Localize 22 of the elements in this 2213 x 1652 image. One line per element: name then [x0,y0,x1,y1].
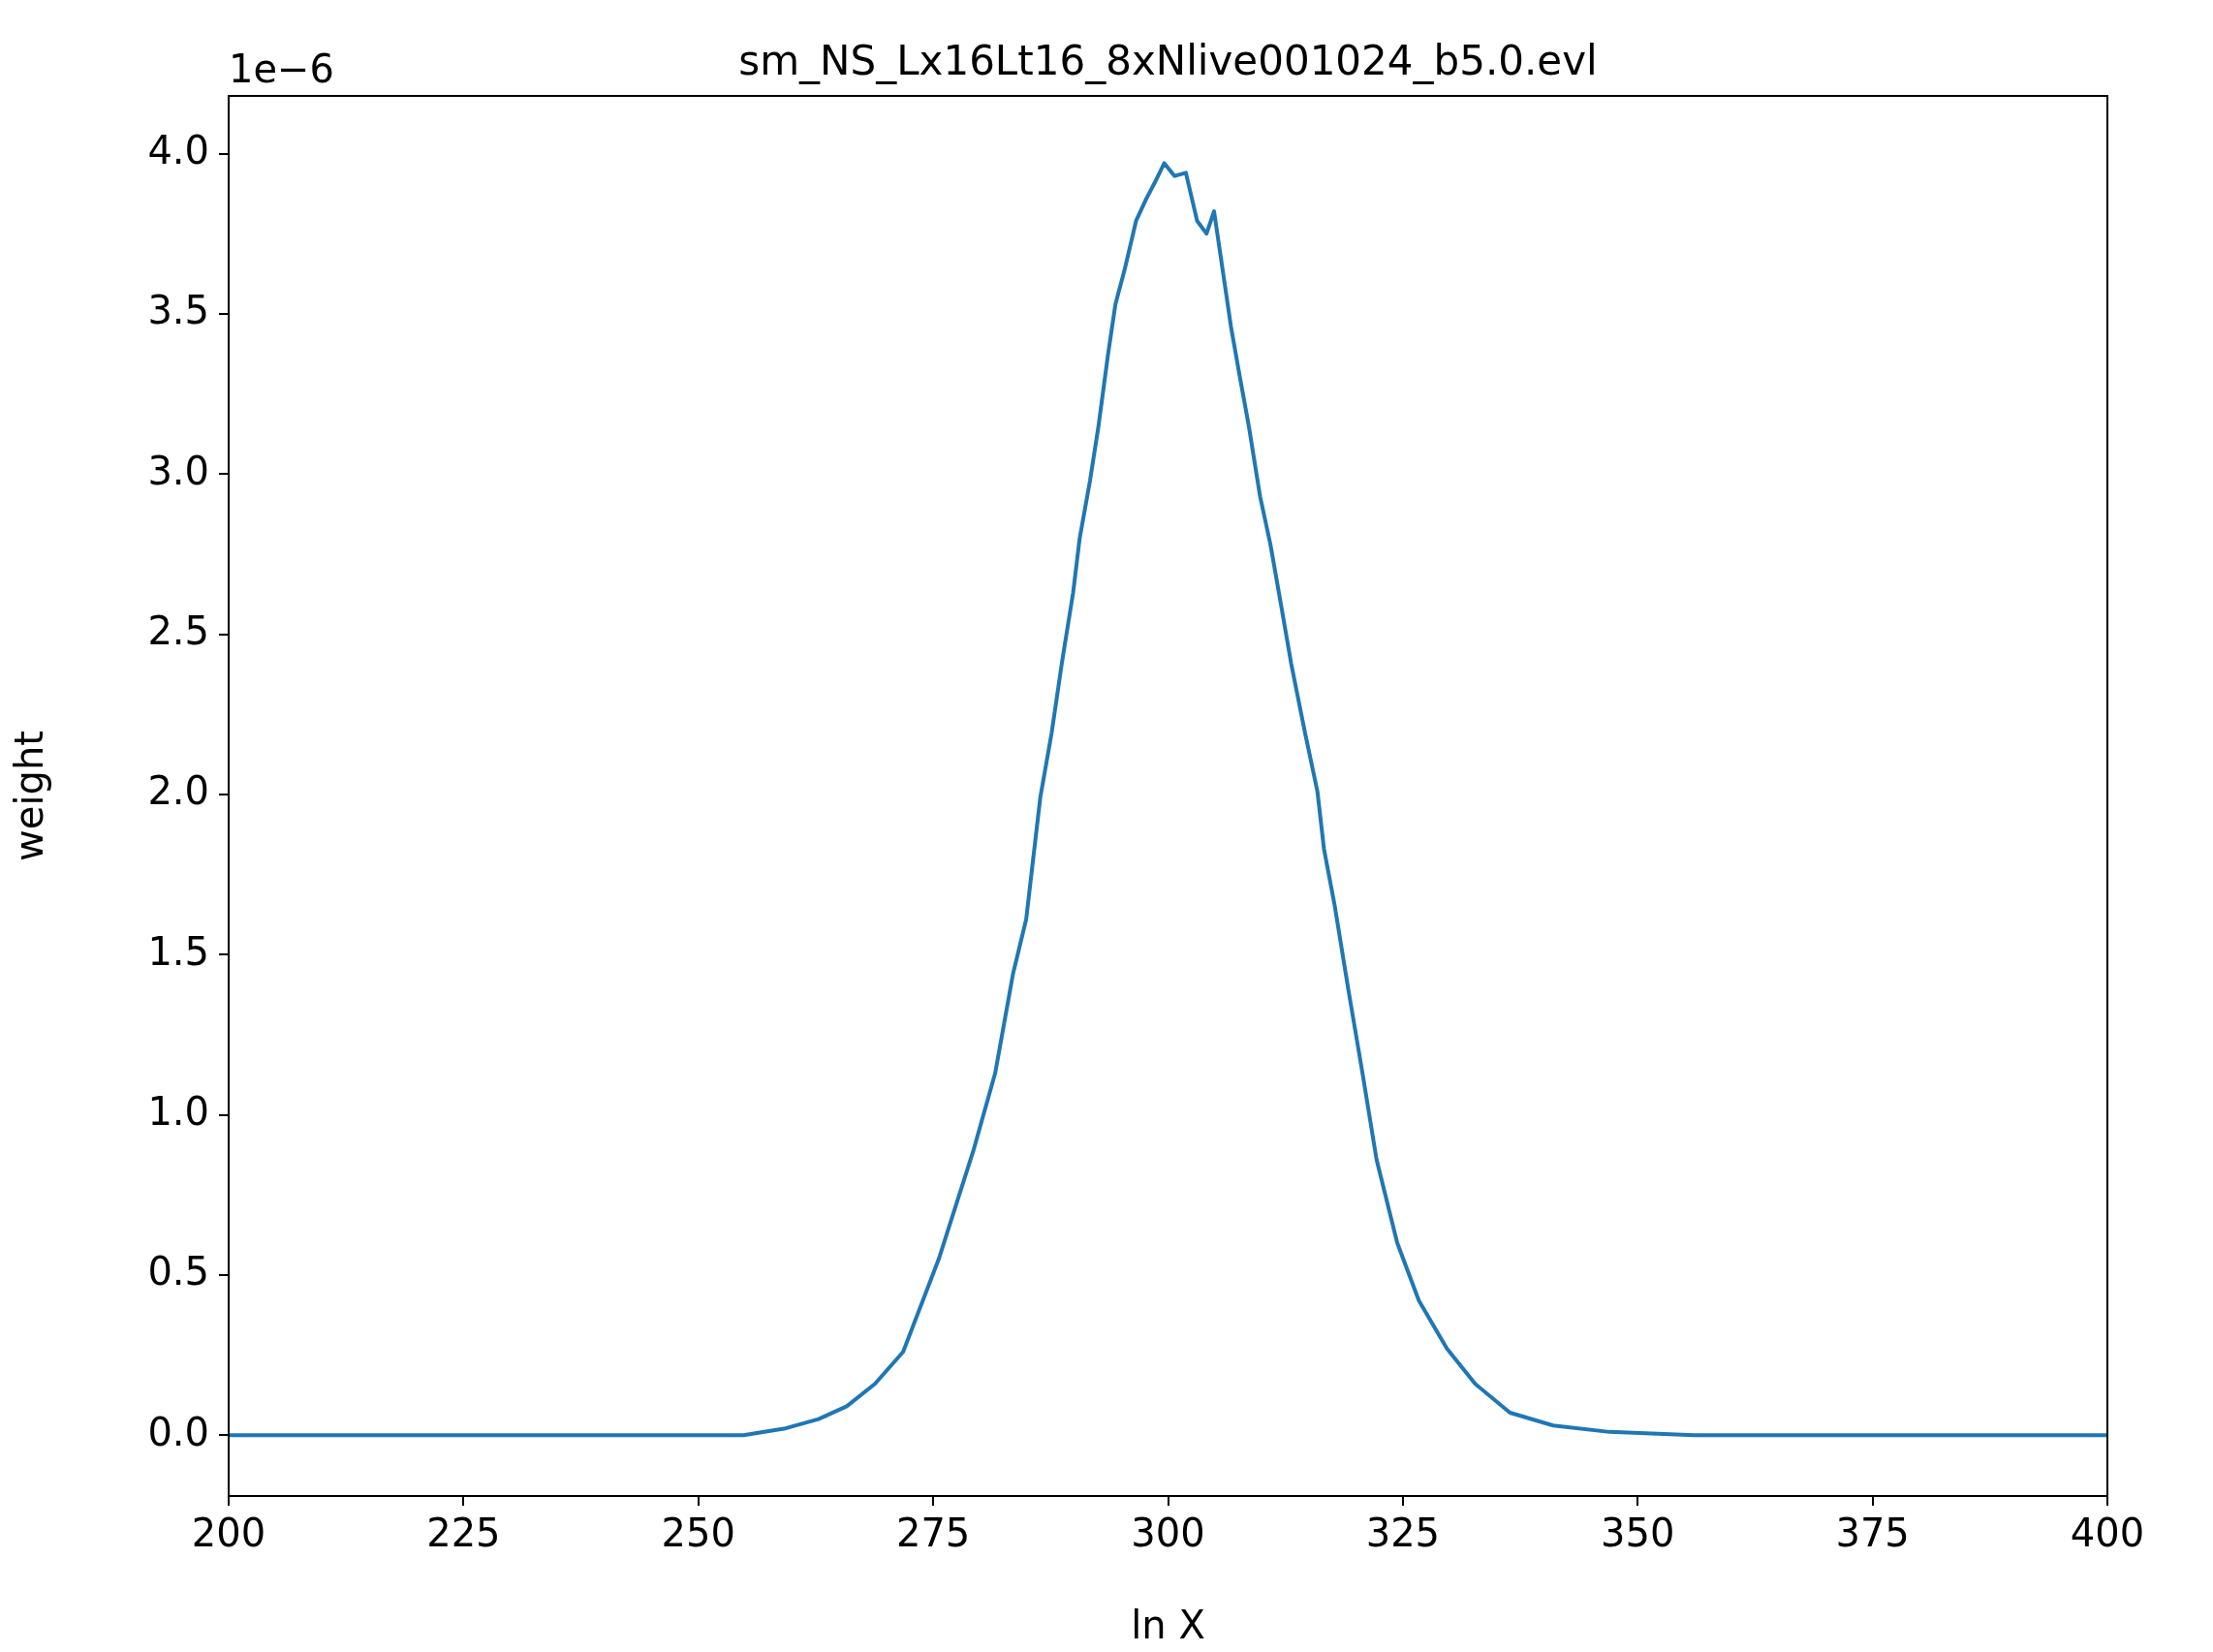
y-tick-label: 1.5 [147,928,209,974]
x-tick-label: 250 [661,1511,735,1556]
y-tick-label: 3.0 [147,448,209,493]
x-tick-label: 400 [2070,1511,2145,1556]
y-tick-label: 2.5 [147,608,209,653]
y-tick-label: 2.0 [147,768,209,814]
y-tick-label: 3.5 [147,288,209,333]
x-tick-label: 325 [1365,1511,1441,1556]
y-tick-label: 4.0 [147,127,209,172]
text: 1e−6 [229,47,335,91]
y-tick-label: 0.5 [147,1249,209,1294]
y-tick-label: 0.0 [147,1409,209,1454]
x-tick-label: 200 [191,1511,266,1556]
y-axis-title: weight [7,731,52,861]
x-tick-label: 300 [1131,1511,1205,1556]
x-axis-title: ln X [1131,1603,1205,1648]
x-tick-label: 225 [426,1511,501,1556]
x-tick-label: 375 [1835,1511,1910,1556]
y-tick-label: 1.0 [147,1088,209,1134]
chart-title: sm_NS_Lx16Lt16_8xNlive001024_b5.0.evl [738,37,1598,84]
x-tick-label: 350 [1601,1511,1675,1556]
x-tick-label: 275 [895,1511,971,1556]
